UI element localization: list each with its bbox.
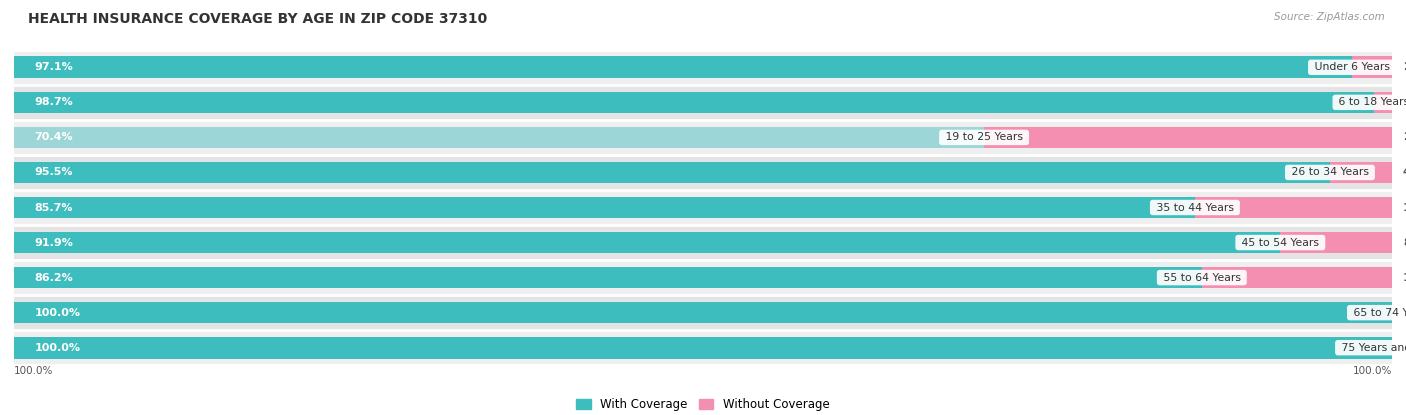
Text: 8.1%: 8.1%	[1403, 237, 1406, 247]
Bar	[1330, 161, 1392, 183]
Text: 35 to 44 Years: 35 to 44 Years	[1153, 203, 1237, 212]
Bar	[14, 260, 1392, 295]
Bar	[984, 127, 1392, 148]
Bar	[1353, 56, 1392, 78]
Bar	[14, 225, 1392, 260]
Bar	[14, 232, 1281, 254]
Text: 98.7%: 98.7%	[35, 98, 73, 107]
Bar	[14, 120, 1392, 155]
Text: 100.0%: 100.0%	[14, 366, 53, 376]
Text: 65 to 74 Years: 65 to 74 Years	[1350, 308, 1406, 317]
Text: 6 to 18 Years: 6 to 18 Years	[1336, 98, 1406, 107]
Text: 45 to 54 Years: 45 to 54 Years	[1239, 237, 1323, 247]
Bar	[14, 161, 1330, 183]
Text: 4.5%: 4.5%	[1403, 168, 1406, 178]
Bar	[14, 50, 1392, 85]
Text: 95.5%: 95.5%	[35, 168, 73, 178]
Text: 14.3%: 14.3%	[1403, 203, 1406, 212]
Text: 75 Years and older: 75 Years and older	[1339, 343, 1406, 353]
Bar	[1202, 267, 1392, 288]
Text: 91.9%: 91.9%	[35, 237, 73, 247]
Bar	[14, 197, 1195, 218]
Bar	[14, 91, 1374, 113]
Text: 1.4%: 1.4%	[1405, 98, 1406, 107]
Text: HEALTH INSURANCE COVERAGE BY AGE IN ZIP CODE 37310: HEALTH INSURANCE COVERAGE BY AGE IN ZIP …	[28, 12, 488, 27]
Bar	[14, 127, 984, 148]
Bar	[1281, 232, 1392, 254]
Text: Under 6 Years: Under 6 Years	[1310, 62, 1393, 72]
Text: 55 to 64 Years: 55 to 64 Years	[1160, 273, 1244, 283]
Bar	[14, 56, 1353, 78]
Bar	[1374, 91, 1393, 113]
Text: 100.0%: 100.0%	[35, 308, 80, 317]
Text: Source: ZipAtlas.com: Source: ZipAtlas.com	[1274, 12, 1385, 22]
Bar	[1195, 197, 1392, 218]
Text: 97.1%: 97.1%	[35, 62, 73, 72]
Text: 86.2%: 86.2%	[35, 273, 73, 283]
Legend: With Coverage, Without Coverage: With Coverage, Without Coverage	[572, 393, 834, 415]
Text: 2.9%: 2.9%	[1403, 62, 1406, 72]
Bar	[14, 85, 1392, 120]
Text: 100.0%: 100.0%	[35, 343, 80, 353]
Bar	[14, 295, 1392, 330]
Bar	[14, 337, 1392, 359]
Bar	[14, 302, 1392, 324]
Text: 19 to 25 Years: 19 to 25 Years	[942, 132, 1026, 142]
Bar	[14, 330, 1392, 365]
Text: 85.7%: 85.7%	[35, 203, 73, 212]
Bar	[14, 267, 1202, 288]
Text: 13.8%: 13.8%	[1403, 273, 1406, 283]
Text: 29.6%: 29.6%	[1403, 132, 1406, 142]
Text: 70.4%: 70.4%	[35, 132, 73, 142]
Bar	[14, 190, 1392, 225]
Text: 26 to 34 Years: 26 to 34 Years	[1288, 168, 1372, 178]
Bar	[14, 155, 1392, 190]
Text: 100.0%: 100.0%	[1353, 366, 1392, 376]
